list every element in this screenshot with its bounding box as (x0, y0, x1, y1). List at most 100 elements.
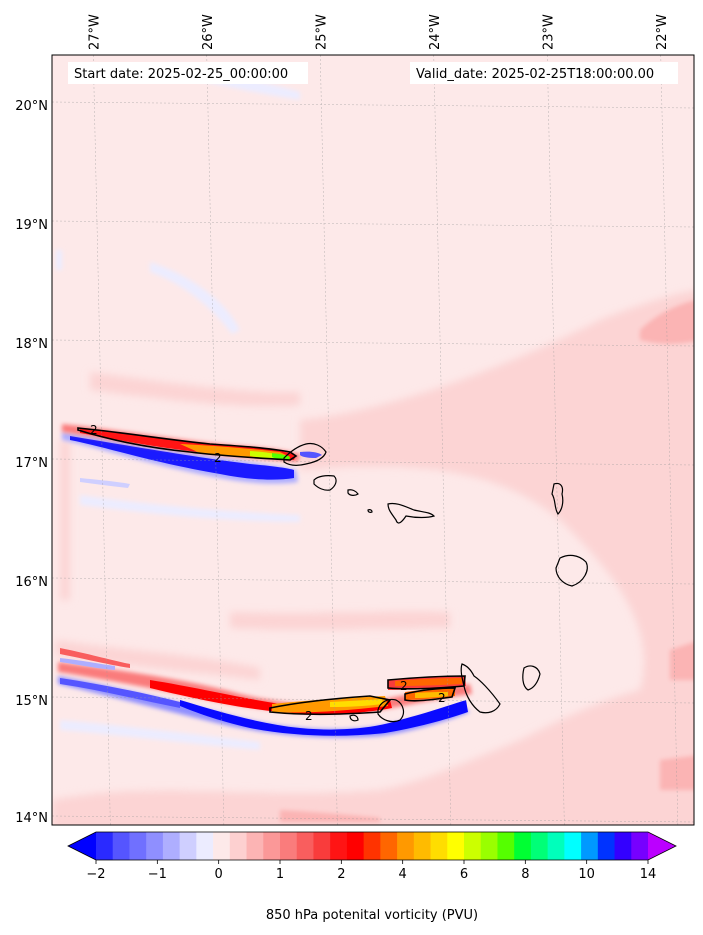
colorbar-segment (179, 832, 197, 860)
island-brava (349, 714, 359, 722)
colorbar-segment (597, 832, 616, 860)
latitude-tick-label: 18°N (15, 337, 48, 352)
meridian-line (433, 55, 452, 825)
colorbar-segment (380, 832, 398, 860)
colorbar-segment (547, 832, 565, 860)
meridian-line (660, 55, 679, 825)
start-date-box (68, 62, 308, 84)
colorbar-segment (480, 832, 498, 860)
parallel-line (52, 815, 694, 823)
colorbar-segment (280, 832, 298, 860)
pv-south-east-yellow (415, 692, 448, 698)
colorbar-segment (530, 832, 549, 860)
island-santa-luzia (347, 489, 359, 496)
colorbar-extend-low (68, 832, 96, 860)
island-maio (522, 665, 541, 691)
map-panel: 2 2 2 2 2 Start date: 2025-02-25_00:00:0… (52, 55, 694, 825)
pv-north-negative-east (300, 451, 322, 458)
pv-north-high-green (272, 453, 290, 460)
pv-field-moderate-positive (280, 300, 694, 822)
colorbar-segment (296, 832, 314, 860)
latitude-tick-label: 16°N (15, 575, 48, 590)
longitude-tick-label: 24°W (428, 14, 443, 50)
colorbar-segment (564, 832, 582, 860)
island-fogo (377, 698, 405, 723)
colorbar-tick-label: 14 (640, 867, 657, 882)
colorbar-segment (313, 832, 331, 860)
longitude-tick-label: 23°W (541, 14, 556, 50)
colorbar-segment (363, 832, 381, 860)
latitude-tick-label: 19°N (15, 218, 48, 233)
colorbar-segment (196, 832, 214, 860)
colorbar-tick-label: 0 (215, 867, 223, 882)
colorbar-segment (112, 832, 130, 860)
colorbar-segment (229, 832, 248, 860)
contour-label: 2 (400, 679, 408, 693)
island-santo-antao (283, 442, 327, 466)
parallel-line (52, 696, 694, 704)
contour-label: 2 (438, 691, 446, 705)
longitude-tick-label: 22°W (655, 14, 670, 50)
parallel-line (52, 220, 694, 228)
island-sao-nicolau (387, 502, 436, 524)
colorbar-tick-label: 2 (337, 867, 345, 882)
colorbar-extend-high (648, 832, 676, 860)
colorbar-segment (497, 832, 515, 860)
valid-date-box (410, 62, 678, 84)
colorbar-segment (162, 832, 181, 860)
parallel-line (52, 339, 694, 347)
pv-north-streak-small (80, 478, 130, 488)
colorbar-segment (447, 832, 465, 860)
meridian-line (320, 55, 338, 825)
colorbar-segment (614, 832, 632, 860)
pv-south-stripe-west (60, 648, 130, 668)
longitude-tick-labels: 27°W 26°W 25°W 24°W 23°W 22°W (87, 14, 670, 50)
meridian-line (547, 55, 565, 825)
island-sal (551, 482, 564, 515)
longitude-tick-label: 26°W (201, 14, 216, 50)
parallel-line (52, 101, 694, 109)
pv-south-high-yellow (330, 699, 383, 707)
colorbar-segment (263, 832, 281, 860)
colorbar-segment (129, 832, 147, 860)
colorbar: −2 −1 0 1 2 4 6 8 10 14 (67, 831, 677, 882)
contour-label: 2 (90, 423, 98, 437)
coastlines (283, 442, 588, 723)
longitude-tick-label: 25°W (314, 14, 329, 50)
colorbar-segment (397, 832, 415, 860)
map-frame (51, 54, 695, 826)
latitude-tick-label: 15°N (15, 694, 48, 709)
colorbar-segment (146, 832, 164, 860)
contour-south-east (404, 687, 457, 702)
colorbar-tick-label: −1 (148, 867, 167, 882)
pv-south-orange-north (395, 678, 462, 686)
island-raso (367, 509, 373, 513)
colorbar-tick-label: 4 (399, 867, 407, 882)
longitude-tick-label: 27°W (87, 14, 102, 50)
contour-label: 2 (305, 709, 313, 723)
colorbar-label: 850 hPa potenital vorticity (PVU) (266, 908, 478, 923)
colorbar-tick-label: 1 (276, 867, 284, 882)
colorbar-segment (514, 832, 532, 860)
colorbar-segment (246, 832, 264, 860)
meridian-line (93, 55, 111, 825)
parallel-line (52, 458, 694, 466)
colorbar-segment (464, 832, 482, 860)
colorbar-tick-label: 10 (578, 867, 595, 882)
pv-south-negative-tail (60, 678, 180, 708)
valid-date-label: Valid_date: 2025-02-25T18:00:00.00 (416, 67, 654, 82)
pv-field-weak-positive (52, 290, 694, 825)
colorbar-segment (330, 832, 348, 860)
pv-south-stripe-blue (60, 658, 115, 670)
colorbar-segment (581, 832, 599, 860)
pv-south-negative-core (180, 700, 468, 736)
colorbar-segment (631, 832, 649, 860)
colorbar-tick-label: 8 (521, 867, 529, 882)
latitude-tick-label: 14°N (15, 811, 48, 826)
contour-labels: 2 2 2 2 2 (90, 423, 446, 723)
latitude-tick-labels: 20°N 19°N 18°N 17°N 16°N 15°N 14°N (15, 99, 48, 826)
contour-north (77, 427, 298, 461)
contour-south-main (269, 695, 392, 716)
colorbar-segment (213, 832, 231, 860)
